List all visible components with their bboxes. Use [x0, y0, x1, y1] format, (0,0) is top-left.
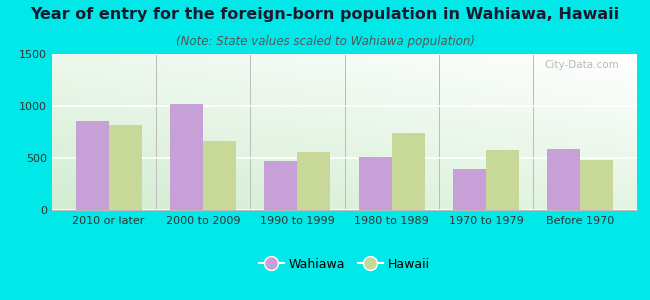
Text: City-Data.com: City-Data.com [545, 60, 619, 70]
Bar [265, 160, 297, 210]
Bar [170, 104, 203, 210]
Bar [580, 160, 614, 210]
Bar [453, 169, 486, 210]
Bar [486, 150, 519, 210]
Bar [203, 141, 236, 210]
Bar [359, 157, 392, 210]
Text: (Note: State values scaled to Wahiawa population): (Note: State values scaled to Wahiawa po… [176, 34, 474, 47]
Bar [392, 133, 424, 210]
Bar [547, 149, 580, 210]
Bar [297, 152, 330, 210]
Text: Year of entry for the foreign-born population in Wahiawa, Hawaii: Year of entry for the foreign-born popul… [31, 8, 619, 22]
Legend: Wahiawa, Hawaii: Wahiawa, Hawaii [254, 253, 435, 275]
Bar [109, 125, 142, 210]
Bar [75, 121, 109, 210]
